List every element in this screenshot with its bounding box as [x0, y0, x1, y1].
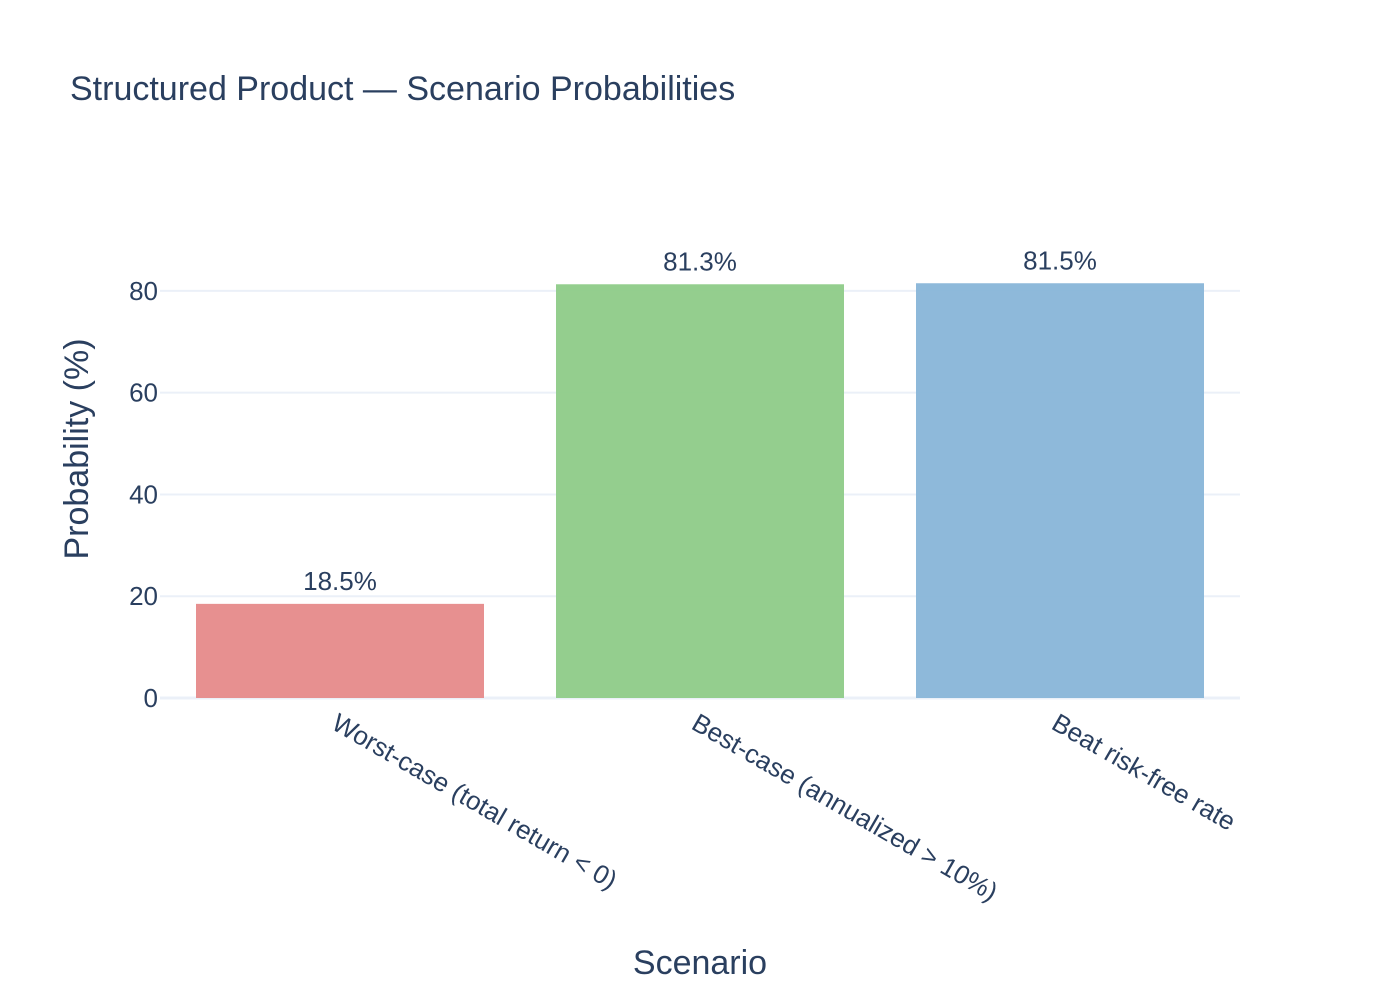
x-axis-ticks: Worst-case (total return < 0) Best-case (…: [327, 707, 1241, 907]
bars: [196, 283, 1204, 698]
bar-data-label: 81.3%: [663, 246, 737, 276]
bar: [556, 284, 844, 698]
x-tick-label: Worst-case (total return < 0): [327, 707, 623, 895]
y-tick-label: 20: [129, 581, 158, 611]
data-labels: 18.5% 81.3% 81.5%: [303, 245, 1097, 596]
bar-data-label: 81.5%: [1023, 245, 1097, 275]
x-axis-title: Scenario: [633, 944, 767, 982]
y-tick-label: 0: [144, 683, 158, 713]
y-axis-ticks: 0 20 40 60 80: [129, 276, 158, 713]
chart-title: Structured Product — Scenario Probabilit…: [70, 70, 735, 108]
y-tick-label: 80: [129, 276, 158, 306]
bar-data-label: 18.5%: [303, 566, 377, 596]
y-tick-label: 40: [129, 479, 158, 509]
y-tick-label: 60: [129, 378, 158, 408]
y-axis-title: Probability (%): [58, 338, 96, 559]
x-tick-label: Beat risk-free rate: [1047, 707, 1241, 836]
x-tick-label: Best-case (annualized > 10%): [687, 707, 1003, 907]
bar: [916, 283, 1204, 698]
bar: [196, 603, 484, 698]
